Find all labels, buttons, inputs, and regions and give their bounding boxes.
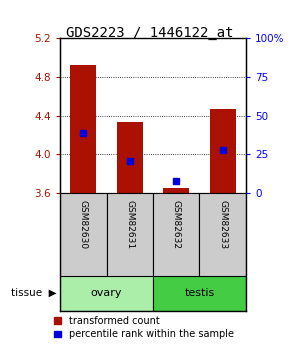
Text: GSM82633: GSM82633	[218, 200, 227, 249]
Bar	[153, 276, 246, 310]
Legend: transformed count, percentile rank within the sample: transformed count, percentile rank withi…	[54, 316, 234, 339]
Bar	[153, 193, 200, 276]
Bar	[106, 193, 153, 276]
Text: GDS2223 / 1446122_at: GDS2223 / 1446122_at	[66, 26, 234, 40]
Bar	[117, 122, 142, 193]
Text: GSM82630: GSM82630	[79, 200, 88, 249]
Text: testis: testis	[184, 288, 214, 298]
Bar	[70, 65, 96, 193]
Text: GSM82631: GSM82631	[125, 200, 134, 249]
Text: tissue  ▶: tissue ▶	[11, 288, 57, 298]
Bar	[60, 193, 106, 276]
Bar	[200, 193, 246, 276]
Bar	[210, 109, 236, 193]
Bar	[60, 276, 153, 310]
Text: GSM82632: GSM82632	[172, 200, 181, 249]
Bar	[164, 188, 189, 193]
Text: ovary: ovary	[91, 288, 122, 298]
